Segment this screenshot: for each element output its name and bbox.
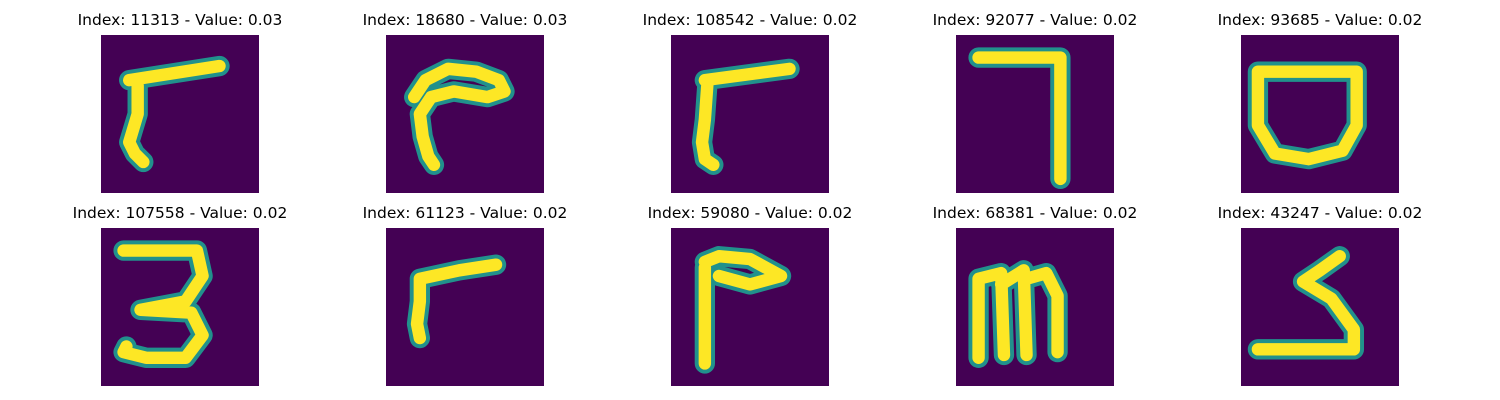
panel-title: Index: 93685 - Value: 0.02 bbox=[1217, 11, 1423, 29]
image-background bbox=[1241, 228, 1399, 386]
panel-title: Index: 18680 - Value: 0.03 bbox=[362, 11, 568, 29]
panel-title: Index: 43247 - Value: 0.02 bbox=[1217, 204, 1423, 222]
stroke-core bbox=[972, 264, 1064, 364]
digit-image bbox=[671, 35, 829, 193]
panel-3: Index: 108542 - Value: 0.02 bbox=[605, 0, 895, 193]
stroke-core bbox=[410, 258, 503, 345]
stroke-core bbox=[123, 59, 226, 169]
image-background bbox=[671, 35, 829, 193]
digit-image bbox=[386, 228, 544, 386]
digit-image bbox=[1241, 35, 1399, 193]
panel-title: Index: 68381 - Value: 0.02 bbox=[932, 204, 1138, 222]
panel-6: Index: 107558 - Value: 0.02 bbox=[35, 193, 325, 386]
stroke-core bbox=[698, 250, 788, 370]
panel-8: Index: 59080 - Value: 0.02 bbox=[605, 193, 895, 386]
panel-title: Index: 61123 - Value: 0.02 bbox=[362, 204, 568, 222]
panel-title: Index: 107558 - Value: 0.02 bbox=[72, 204, 288, 222]
stroke-core bbox=[972, 51, 1067, 186]
digit-image bbox=[671, 228, 829, 386]
panel-7: Index: 61123 - Value: 0.02 bbox=[320, 193, 610, 386]
panel-title: Index: 11313 - Value: 0.03 bbox=[77, 11, 283, 29]
digit-image bbox=[101, 35, 259, 193]
panel-2: Index: 18680 - Value: 0.03 bbox=[320, 0, 610, 193]
panel-title: Index: 108542 - Value: 0.02 bbox=[642, 11, 858, 29]
digit-image bbox=[386, 35, 544, 193]
stroke-core bbox=[1251, 250, 1361, 356]
digit-image bbox=[956, 35, 1114, 193]
panel-5: Index: 93685 - Value: 0.02 bbox=[1175, 0, 1465, 193]
image-background bbox=[101, 35, 259, 193]
panel-title: Index: 59080 - Value: 0.02 bbox=[647, 204, 853, 222]
stroke-core bbox=[408, 62, 511, 171]
stroke-core bbox=[117, 244, 209, 364]
panel-4: Index: 92077 - Value: 0.02 bbox=[890, 0, 1180, 193]
digit-image bbox=[1241, 228, 1399, 386]
panel-title: Index: 92077 - Value: 0.02 bbox=[932, 11, 1138, 29]
panel-10: Index: 43247 - Value: 0.02 bbox=[1175, 193, 1465, 386]
digit-image bbox=[956, 228, 1114, 386]
panel-9: Index: 68381 - Value: 0.02 bbox=[890, 193, 1180, 386]
panel-1: Index: 11313 - Value: 0.03 bbox=[35, 0, 325, 193]
stroke-core bbox=[1251, 65, 1363, 166]
stroke-core bbox=[695, 62, 796, 171]
digit-image bbox=[101, 228, 259, 386]
